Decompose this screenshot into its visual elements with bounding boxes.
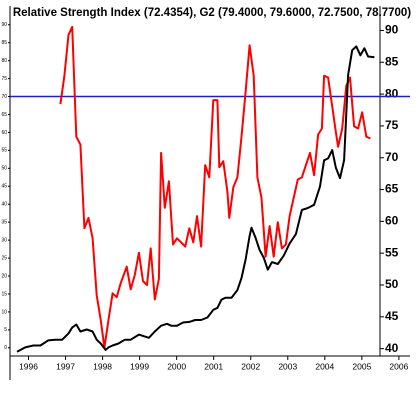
x-tick-label: 2003 bbox=[278, 361, 297, 371]
y-tick-label: 10 bbox=[1, 309, 7, 315]
y-tick-label: 35 bbox=[1, 220, 7, 226]
y2-tick-label: 50 bbox=[385, 277, 399, 291]
x-tick-label: 2002 bbox=[241, 361, 260, 371]
y-tick-label: 85 bbox=[1, 40, 7, 46]
y-tick-label: 65 bbox=[1, 112, 7, 118]
x-tick-label: 2006 bbox=[389, 361, 408, 371]
y-tick-label: 50 bbox=[1, 166, 7, 172]
y2-tick-label: 90 bbox=[385, 23, 399, 37]
y-tick-label: 75 bbox=[1, 76, 7, 82]
x-tick-label: 1997 bbox=[56, 361, 75, 371]
y-tick-label: 45 bbox=[1, 184, 7, 190]
x-tick-label: 1996 bbox=[19, 361, 38, 371]
y2-tick-label: 70 bbox=[385, 150, 399, 164]
x-tick-label: 1999 bbox=[130, 361, 149, 371]
y-tick-label: 60 bbox=[1, 130, 7, 136]
y-tick-label: 90 bbox=[1, 22, 7, 28]
y2-tick-label: 60 bbox=[385, 214, 399, 228]
x-tick-label: 2005 bbox=[352, 361, 371, 371]
y2-tick-label: 75 bbox=[385, 118, 399, 132]
series-line bbox=[16, 45, 375, 353]
y-tick-label: 40 bbox=[1, 202, 7, 208]
y-tick-label: 80 bbox=[1, 58, 7, 64]
y-tick-label: 15 bbox=[1, 291, 7, 297]
x-tick-label: 1998 bbox=[93, 361, 112, 371]
y2-tick-label: 85 bbox=[385, 54, 399, 68]
y-tick-label: 0 bbox=[4, 345, 7, 351]
y-tick-label: 25 bbox=[1, 255, 7, 261]
x-tick-label: 2001 bbox=[204, 361, 223, 371]
y-tick-label: 55 bbox=[1, 148, 7, 154]
y2-tick-label: 80 bbox=[385, 86, 399, 100]
y2-tick-label: 55 bbox=[385, 245, 399, 259]
series-line bbox=[59, 25, 371, 349]
y2-tick-label: 65 bbox=[385, 182, 399, 196]
y-tick-label: 70 bbox=[1, 94, 7, 100]
x-tick-label: 2000 bbox=[167, 361, 186, 371]
y2-tick-label: 45 bbox=[385, 309, 399, 323]
y-tick-label: 30 bbox=[1, 237, 7, 243]
y-tick-label: 5 bbox=[4, 327, 7, 333]
y2-tick-label: 40 bbox=[385, 341, 399, 355]
y-tick-label: 20 bbox=[1, 273, 7, 279]
chart-title: Relative Strength Index (72.4354), G2 (7… bbox=[13, 7, 411, 19]
x-tick-label: 2004 bbox=[315, 361, 334, 371]
